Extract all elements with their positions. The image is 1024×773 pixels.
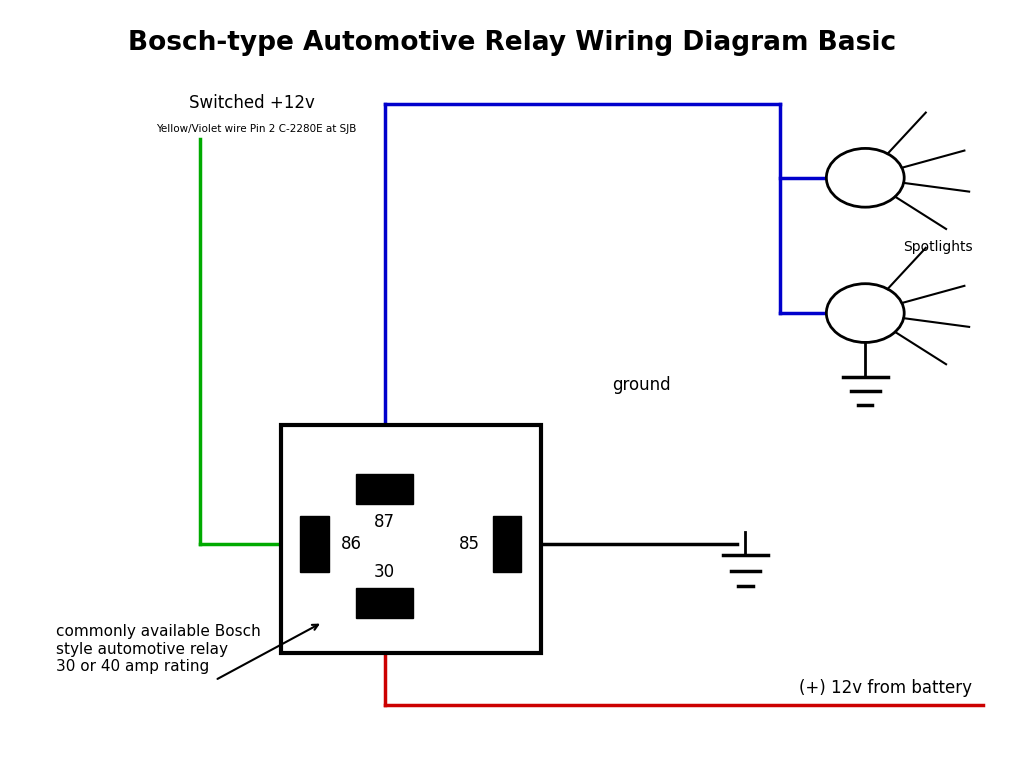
- Bar: [281, 425, 541, 653]
- Bar: [300, 516, 329, 571]
- Text: Yellow/Violet wire Pin 2 C-2280E at SJB: Yellow/Violet wire Pin 2 C-2280E at SJB: [156, 124, 356, 134]
- Bar: [356, 588, 413, 618]
- Text: (+) 12v from battery: (+) 12v from battery: [799, 679, 972, 697]
- Text: 87: 87: [374, 513, 395, 531]
- Text: 30: 30: [374, 563, 395, 581]
- Bar: [493, 516, 521, 571]
- Text: 86: 86: [341, 535, 362, 553]
- Text: ground: ground: [612, 376, 671, 394]
- Text: Switched +12v: Switched +12v: [189, 94, 315, 112]
- Text: Bosch-type Automotive Relay Wiring Diagram Basic: Bosch-type Automotive Relay Wiring Diagr…: [128, 29, 896, 56]
- Bar: [356, 475, 413, 504]
- Text: Spotlights: Spotlights: [903, 240, 973, 254]
- Circle shape: [826, 148, 904, 207]
- Circle shape: [826, 284, 904, 342]
- Text: commonly available Bosch
style automotive relay
30 or 40 amp rating: commonly available Bosch style automotiv…: [56, 625, 261, 674]
- Text: 85: 85: [459, 535, 480, 553]
